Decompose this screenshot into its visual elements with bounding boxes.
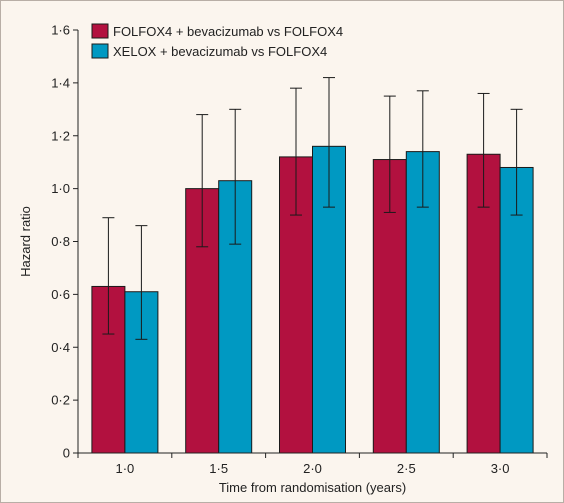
legend: FOLFOX4 + bevacizumab vs FOLFOX4 XELOX +… (91, 23, 343, 59)
y-tick-label: 1·2 (51, 128, 70, 143)
y-tick-label: 1·6 (51, 23, 70, 38)
y-axis-title: Hazard ratio (18, 206, 33, 277)
x-tick-label: 2·0 (303, 461, 322, 476)
y-tick-label: 1·0 (51, 181, 70, 196)
y-tick-label: 0·2 (51, 393, 70, 408)
y-tick-label: 0·4 (51, 340, 70, 355)
x-tick-label: 1·0 (116, 461, 135, 476)
x-tick-label: 2·5 (397, 461, 416, 476)
legend-label-xelox-bevacizumab: XELOX + bevacizumab vs FOLFOX4 (113, 44, 327, 59)
y-tick-label: 1·4 (51, 75, 70, 90)
x-ticks: 1·0 1·5 2·0 2·5 3·0 (77, 453, 548, 476)
y-tick-label: 0·6 (51, 287, 70, 302)
x-tick-label: 1·5 (209, 461, 228, 476)
legend-swatch-folfox4-bevacizumab (91, 23, 109, 39)
y-tick-label: 0·8 (51, 234, 70, 249)
y-tick-label: 0 (63, 446, 70, 461)
y-ticks: 0 0·2 0·4 0·6 0·8 1·0 1·2 1·4 1·6 (51, 23, 78, 461)
legend-swatch-xelox-bevacizumab (91, 43, 109, 59)
x-axis-title: Time from randomisation (years) (219, 480, 406, 495)
legend-label-folfox4-bevacizumab: FOLFOX4 + bevacizumab vs FOLFOX4 (113, 24, 343, 39)
x-tick-label: 3·0 (491, 461, 510, 476)
bars-layer (91, 77, 534, 454)
